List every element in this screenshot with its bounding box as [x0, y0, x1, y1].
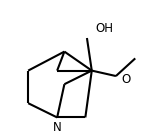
Text: N: N: [53, 121, 62, 134]
Text: O: O: [122, 72, 131, 86]
Text: OH: OH: [95, 22, 113, 35]
